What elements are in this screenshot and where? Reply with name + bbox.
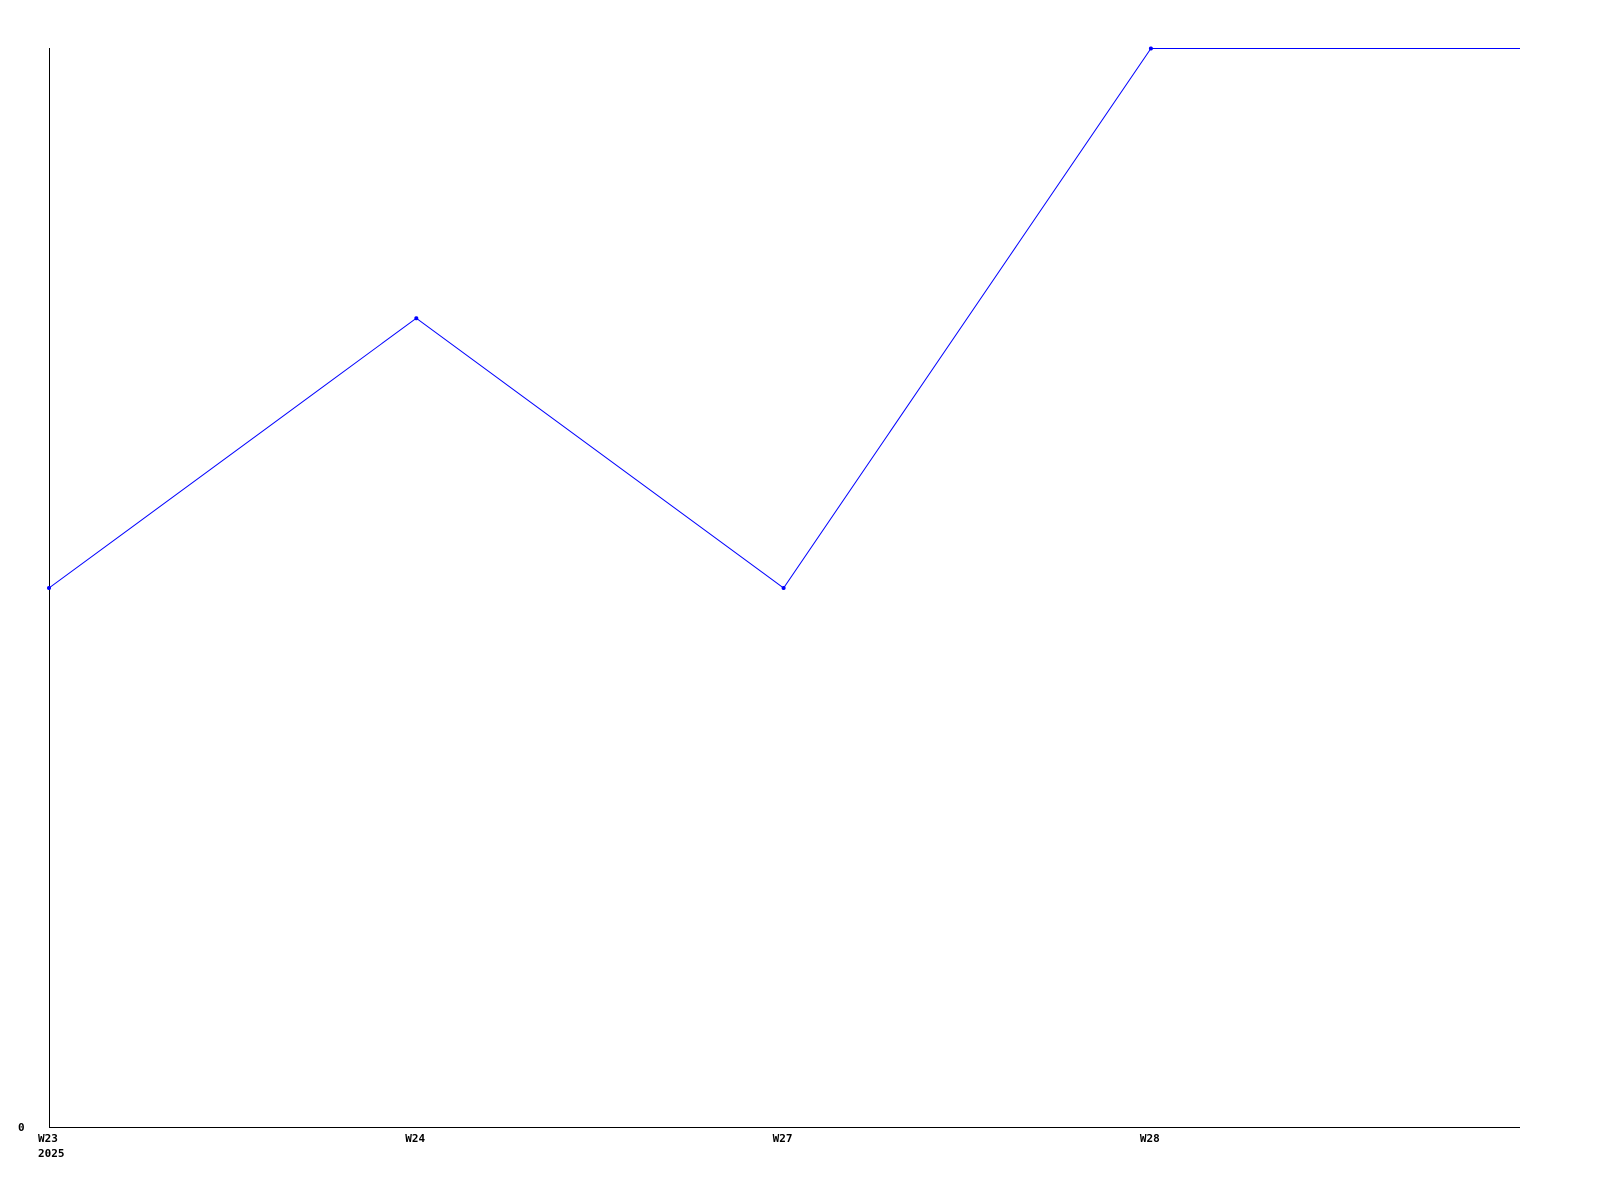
data-point: [781, 586, 786, 590]
y-tick-label: 0: [18, 1121, 25, 1134]
x-sublabel-year: 2025: [38, 1147, 65, 1160]
data-point: [47, 586, 51, 590]
x-tick-label: W23: [38, 1132, 58, 1145]
series-line: [48, 48, 1520, 589]
x-tick-label: W28: [1140, 1132, 1160, 1145]
data-point: [1148, 46, 1153, 51]
data-point: [414, 316, 419, 321]
x-tick-label: W24: [405, 1132, 425, 1145]
x-tick-label: W27: [773, 1132, 793, 1145]
